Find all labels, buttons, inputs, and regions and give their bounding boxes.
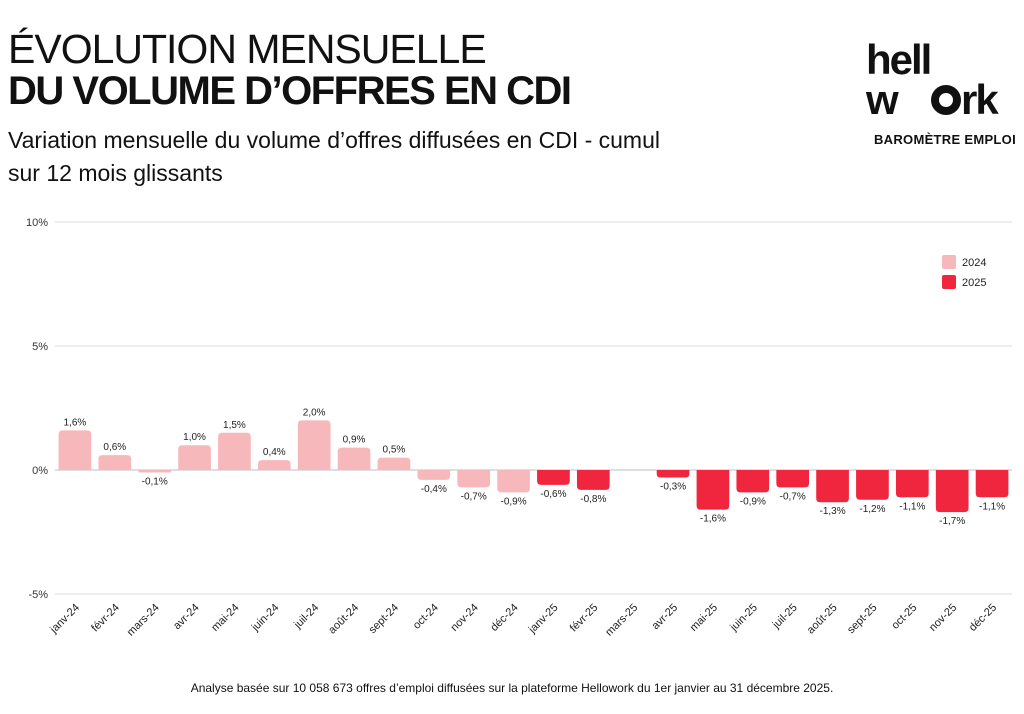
- bar-oct-25: [895, 470, 929, 498]
- bar-juil-24: [297, 420, 331, 470]
- footnote: Analyse basée sur 10 058 673 offres d’em…: [190, 681, 834, 695]
- bar-févr-24: [98, 455, 132, 470]
- data-label: -1,7%: [939, 516, 965, 527]
- data-label: -0,7%: [780, 491, 806, 502]
- legend-swatch-2024: [942, 255, 956, 269]
- hellowork-logo: hell w rk: [866, 40, 1001, 120]
- y-tick-label: 10%: [26, 217, 48, 229]
- x-tick-label: août-25: [805, 602, 840, 637]
- x-tick-label: juin-25: [727, 602, 760, 635]
- bar-sept-24: [377, 457, 411, 470]
- data-label: 1,6%: [64, 417, 87, 428]
- x-tick-label: mars-25: [603, 602, 640, 639]
- data-label: -0,8%: [580, 494, 606, 505]
- data-label: -1,6%: [700, 514, 726, 525]
- data-label: 0,9%: [343, 435, 366, 446]
- x-tick-label: janv-24: [47, 602, 82, 637]
- bar-août-25: [816, 470, 849, 503]
- legend-label: 2024: [962, 257, 986, 269]
- x-tick-label: déc-24: [488, 602, 520, 634]
- y-tick-label: 0%: [32, 465, 48, 477]
- data-label: 0,5%: [383, 445, 406, 456]
- x-tick-label: févr-24: [89, 602, 122, 635]
- x-tick-label: avr-24: [171, 602, 202, 633]
- x-tick-label: sept-25: [845, 602, 879, 636]
- data-label: -0,3%: [660, 481, 686, 492]
- data-label: -0,1%: [142, 476, 168, 487]
- barometre-tagline: BAROMÈTRE EMPLOI: [873, 132, 1016, 147]
- x-tick-label: juil-24: [291, 602, 321, 632]
- logo-o-ring: [931, 85, 961, 115]
- bar-chart: 10% 5% 0% -5% 1,6% 0,6% -0,1% 1,0% 1,5% 0,4% 2,0%…: [26, 217, 1012, 639]
- y-tick-label: 5%: [32, 341, 48, 353]
- bar-nov-24: [457, 470, 491, 488]
- x-tick-label: oct-24: [411, 602, 441, 632]
- x-tick-label: nov-25: [927, 602, 959, 634]
- bar-janv-24: [58, 430, 92, 470]
- bar-janv-25: [537, 470, 570, 485]
- chart-title-line1: ÉVOLUTION MENSUELLE: [8, 26, 487, 72]
- svg-text:hell: hell: [866, 40, 930, 83]
- x-tick-label: mai-24: [209, 602, 241, 634]
- bar-juin-24: [257, 460, 291, 470]
- data-label: 0,4%: [263, 447, 286, 458]
- chart-title-line2: DU VOLUME D’OFFRES EN CDI: [8, 69, 572, 113]
- bar-sept-25: [856, 470, 889, 500]
- bar-févr-25: [576, 470, 610, 490]
- bar-avr-25: [656, 470, 690, 478]
- bar-nov-25: [935, 470, 969, 513]
- y-tick-label: -5%: [28, 589, 48, 601]
- data-label: 1,5%: [223, 420, 246, 431]
- x-tick-label: févr-25: [568, 602, 601, 635]
- bar-mars-24: [138, 470, 172, 473]
- x-tick-label: déc-25: [967, 602, 999, 634]
- data-label: 2,0%: [303, 407, 326, 418]
- x-tick-label: nov-24: [449, 602, 481, 634]
- x-tick-label: janv-25: [526, 602, 561, 637]
- svg-text:rk: rk: [961, 76, 999, 120]
- x-tick-label: oct-25: [889, 602, 919, 632]
- data-label: -0,6%: [540, 489, 566, 500]
- x-tick-label: août-24: [326, 602, 361, 637]
- data-label: 1,0%: [183, 432, 206, 443]
- legend-label: 2025: [962, 277, 986, 289]
- bar-oct-24: [417, 470, 451, 480]
- data-label: -1,3%: [820, 506, 846, 517]
- bar-août-24: [337, 447, 371, 470]
- x-tick-label: juil-25: [770, 602, 800, 632]
- bar-juin-25: [736, 470, 770, 493]
- data-label: -0,9%: [501, 496, 527, 507]
- svg-text:w: w: [866, 76, 899, 120]
- data-label: -0,4%: [421, 484, 447, 495]
- bar-avr-24: [178, 445, 211, 470]
- data-label: -1,1%: [979, 501, 1005, 512]
- x-tick-label: mai-25: [688, 602, 720, 634]
- bar-mai-25: [696, 470, 730, 510]
- data-label: -1,2%: [859, 504, 885, 515]
- data-label: 0,6%: [103, 442, 126, 453]
- data-label: -1,1%: [899, 501, 925, 512]
- legend-swatch-2025: [942, 275, 956, 289]
- bar-déc-25: [975, 470, 1009, 498]
- x-tick-label: avr-25: [650, 602, 681, 633]
- bar-juil-25: [776, 470, 810, 488]
- bar-déc-24: [497, 470, 530, 493]
- x-tick-label: sept-24: [367, 602, 401, 636]
- data-label: -0,9%: [740, 496, 766, 507]
- chart-subtitle: Variation mensuelle du volume d’offres d…: [8, 127, 660, 186]
- data-label: -0,7%: [461, 491, 487, 502]
- x-tick-label: juin-24: [249, 602, 282, 635]
- x-tick-label: mars-24: [125, 602, 162, 639]
- bar-mai-24: [218, 432, 251, 470]
